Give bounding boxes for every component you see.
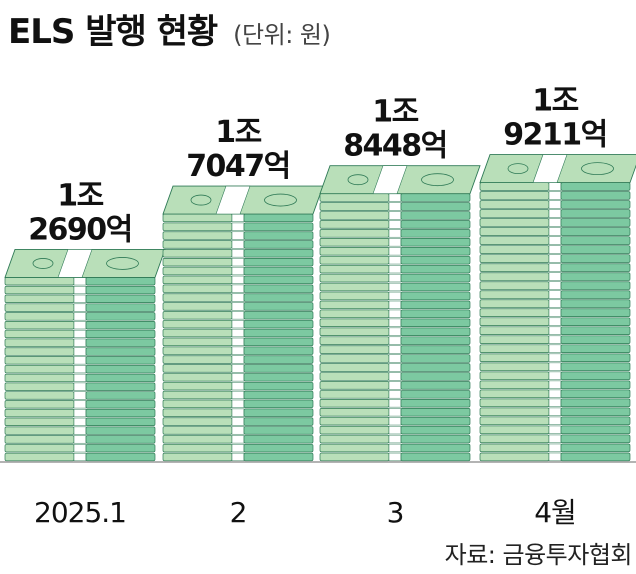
value-label-3-line1: 1조 [372, 95, 418, 130]
title-row: ELS 발행 현황 (단위: 원) [8, 4, 331, 53]
chart-title: ELS 발행 현황 [8, 12, 218, 52]
bar-stack-2 [162, 185, 324, 462]
category-label-2: 2 [230, 496, 247, 529]
category-label-3: 3 [387, 496, 404, 529]
value-label-2-line2: 7047억 [186, 149, 290, 184]
bar-stack-1 [4, 248, 166, 462]
category-label-1: 2025.1 [34, 496, 126, 529]
chart-unit: (단위: 원) [233, 21, 331, 49]
category-label-4: 4월 [534, 496, 576, 529]
bar-stack-4 [479, 154, 636, 462]
value-label-1-line2: 2690억 [28, 212, 132, 247]
value-label-1-line1: 1조 [57, 178, 103, 213]
bar-stack-3 [319, 165, 481, 462]
value-label-3-line2: 8448억 [343, 129, 447, 164]
source-label: 자료: 금융투자협회 [444, 541, 633, 569]
value-label-4-line2: 9211억 [503, 118, 607, 153]
value-label-4-line1: 1조 [532, 84, 578, 119]
value-label-2-line1: 1조 [215, 115, 261, 150]
